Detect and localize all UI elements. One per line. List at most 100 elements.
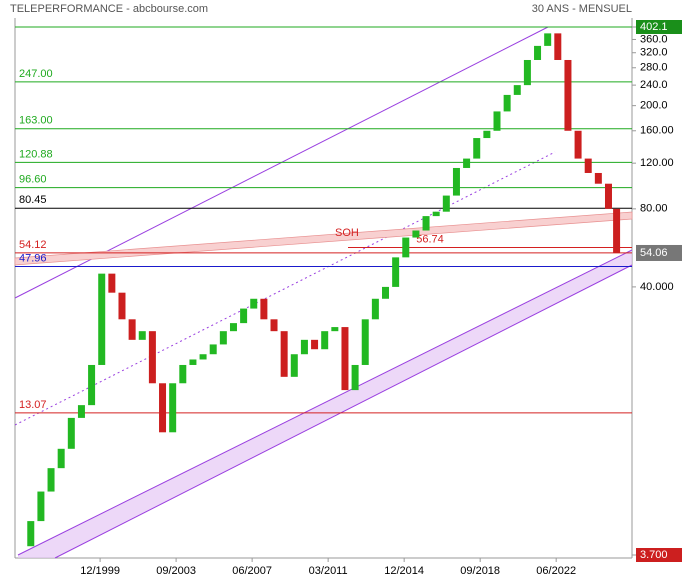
candle [331, 327, 339, 332]
candle [169, 383, 177, 433]
candle [422, 216, 430, 231]
candle [148, 331, 156, 384]
candle [311, 339, 319, 350]
channel-line [17, 249, 633, 556]
candle [463, 158, 471, 168]
y-tick-label: 200.0 [640, 100, 668, 112]
candle [604, 183, 612, 209]
x-tick-label: 09/2018 [460, 565, 500, 577]
y-tick-label: 280.0 [640, 62, 668, 74]
candle [209, 344, 217, 355]
x-tick-label: 12/2014 [384, 565, 424, 577]
trend-line [14, 151, 556, 426]
candle [432, 211, 440, 217]
level-label: 56.74 [416, 233, 444, 245]
candle [47, 468, 55, 492]
candle [128, 319, 136, 340]
y-tick-label: 80.00 [640, 203, 668, 215]
candle [371, 298, 379, 320]
candle [108, 273, 116, 293]
candle [77, 405, 85, 418]
candle [27, 521, 35, 547]
candle [473, 138, 481, 159]
candle [493, 111, 501, 131]
y-tick-label: 240.0 [640, 79, 668, 91]
candle [442, 195, 450, 212]
candle [88, 364, 96, 406]
price-box [636, 244, 682, 261]
candle [57, 448, 65, 469]
candle [138, 331, 146, 340]
candle [260, 298, 268, 320]
level-label: 54.12 [19, 239, 47, 251]
level-label: 120.88 [19, 148, 53, 160]
level-label: 47.96 [19, 252, 47, 264]
header-right: 30 ANS - MENSUEL [532, 3, 632, 15]
level-label: 80.45 [19, 194, 47, 206]
candle [321, 331, 329, 350]
channel-band [18, 250, 632, 558]
candle [179, 364, 187, 384]
price-box [636, 20, 682, 34]
x-tick-label: 03/2011 [309, 565, 348, 577]
y-tick-label: 40.000 [640, 281, 674, 293]
last-price: 54.06 [640, 247, 668, 259]
candle [452, 167, 460, 196]
y-tick-label: 360.0 [640, 33, 668, 45]
candle [402, 237, 410, 258]
price-box [636, 548, 682, 562]
candle [280, 331, 288, 377]
candle [290, 354, 298, 377]
x-tick-label: 06/2022 [536, 565, 576, 577]
x-tick-label: 12/1999 [80, 565, 120, 577]
candle [382, 286, 390, 299]
candle [118, 292, 126, 320]
level-label: 247.00 [19, 68, 53, 80]
candle [189, 359, 197, 365]
y-tick-label: 160.00 [640, 125, 674, 137]
level-label: 13.07 [19, 399, 47, 411]
candle [250, 298, 258, 309]
candle [554, 33, 562, 60]
header-left: TELEPERFORMANCE - abcbourse.com [10, 3, 208, 15]
candle [613, 208, 621, 253]
channel-line [54, 264, 633, 559]
candle [594, 172, 602, 184]
candle [483, 130, 491, 139]
candle [229, 323, 237, 332]
candle [300, 339, 308, 355]
candle [351, 364, 359, 391]
y-tick-label: 320.0 [640, 47, 668, 59]
candle [98, 273, 106, 365]
candle [534, 45, 542, 60]
candle [219, 331, 227, 345]
candle [37, 491, 45, 522]
candle [341, 327, 349, 391]
candle [361, 319, 369, 365]
candle [544, 33, 552, 46]
candle [67, 417, 75, 449]
candle [513, 85, 521, 95]
candle [199, 354, 207, 360]
x-tick-label: 06/2007 [232, 565, 272, 577]
candle [392, 257, 400, 287]
x-tick-label: 09/2003 [156, 565, 196, 577]
candle [564, 59, 572, 131]
candle [270, 319, 278, 332]
level-label: 163.00 [19, 115, 53, 127]
candle [159, 383, 167, 433]
y-tick-label: 402.1 [640, 21, 668, 33]
y-tick-label: 3.700 [640, 549, 668, 561]
y-tick-label: 120.00 [640, 157, 674, 169]
candle [574, 130, 582, 159]
level-label: 96.60 [19, 174, 47, 186]
candle [523, 59, 531, 86]
candle [584, 158, 592, 173]
candle [412, 230, 420, 238]
candle [240, 308, 248, 324]
candle [503, 94, 511, 112]
annotation: SOH [335, 227, 359, 239]
